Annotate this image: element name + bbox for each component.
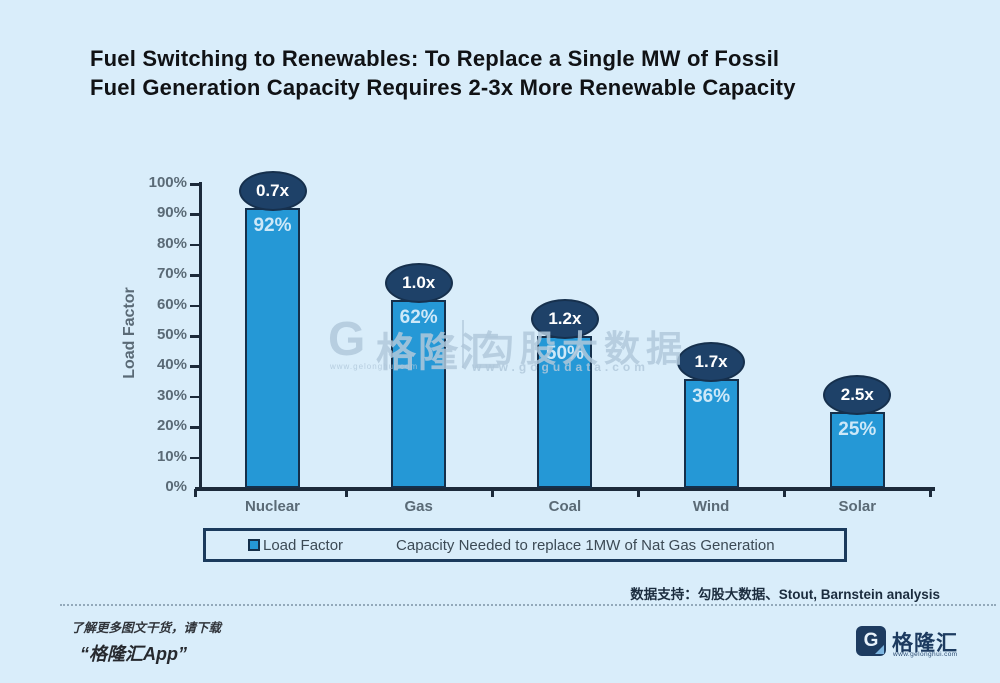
y-axis-tick-label: 0% bbox=[165, 478, 187, 495]
y-axis-tick bbox=[190, 335, 199, 338]
bar-value-label: 62% bbox=[399, 306, 438, 328]
gelonghui-brand-name: 格隆汇 bbox=[892, 632, 958, 655]
y-axis-tick bbox=[190, 243, 199, 247]
y-axis-tick bbox=[190, 426, 199, 429]
y-axis-tick bbox=[190, 274, 199, 277]
capacity-multiplier-bubble: 1.2x bbox=[530, 299, 599, 339]
x-axis-tick bbox=[929, 489, 932, 497]
y-axis-tick-label: 70% bbox=[156, 265, 187, 283]
y-axis-tick-label: 100% bbox=[148, 174, 187, 191]
y-axis-tick bbox=[190, 365, 199, 368]
watermark-divider bbox=[462, 320, 464, 368]
y-axis-tick bbox=[190, 213, 199, 216]
x-axis-category-label: Coal bbox=[548, 498, 582, 515]
chart-legend: Load Factor Capacity Needed to replace 1… bbox=[203, 528, 847, 562]
x-axis-category-label: Nuclear bbox=[244, 498, 301, 515]
chart-title-line2: Fuel Generation Capacity Requires 2-3x M… bbox=[90, 74, 796, 100]
x-axis-category-label: Solar bbox=[838, 498, 877, 515]
y-axis-line bbox=[199, 182, 202, 489]
footer-promo-line2: “格隆汇App” bbox=[80, 644, 187, 664]
bar-value-label: 92% bbox=[253, 215, 292, 237]
x-axis-category-label: Wind bbox=[692, 498, 730, 515]
legend-series-label: Load Factor bbox=[263, 536, 344, 554]
x-axis-tick bbox=[345, 489, 348, 497]
bar-gas: 62% bbox=[391, 299, 447, 488]
data-source-note: 数据支持：勾股大数据、Stout, Barnstein analysis bbox=[630, 587, 940, 602]
watermark-logo-icon: G bbox=[328, 313, 366, 366]
y-axis-tick-label: 60% bbox=[156, 295, 187, 313]
y-axis-tick-label: 10% bbox=[156, 447, 187, 465]
chart-title: Fuel Switching to Renewables: To Replace… bbox=[90, 45, 950, 102]
bar-coal: 50% bbox=[537, 336, 593, 488]
y-axis-tick bbox=[190, 395, 199, 399]
chart-title-line1: Fuel Switching to Renewables: To Replace… bbox=[90, 46, 780, 71]
x-axis-tick bbox=[783, 489, 786, 497]
gelonghui-logo-icon: G bbox=[856, 626, 886, 656]
y-axis-tick bbox=[190, 304, 199, 308]
gelonghui-brand-url: www.gelonghui.com bbox=[893, 651, 958, 658]
capacity-multiplier-bubble: 1.0x bbox=[384, 262, 453, 303]
legend-swatch-icon bbox=[248, 539, 260, 551]
x-axis-tick bbox=[194, 489, 197, 497]
bar-value-label: 36% bbox=[692, 385, 731, 407]
legend-note: Capacity Needed to replace 1MW of Nat Ga… bbox=[396, 536, 775, 554]
bar-solar: 25% bbox=[829, 412, 885, 488]
footer-promo-line1: 了解更多图文干货，请下载 bbox=[71, 621, 222, 635]
x-axis-line bbox=[195, 487, 935, 491]
y-axis-tick bbox=[190, 183, 199, 186]
dotted-divider bbox=[60, 604, 996, 606]
y-axis-tick-label: 40% bbox=[156, 356, 187, 374]
capacity-multiplier-bubble: 1.7x bbox=[677, 341, 746, 382]
x-axis-category-label: Gas bbox=[404, 498, 433, 515]
y-axis-tick bbox=[190, 456, 199, 460]
x-axis-tick bbox=[637, 489, 640, 497]
bar-value-label: 50% bbox=[545, 343, 584, 364]
x-axis-tick bbox=[491, 489, 494, 497]
bar-value-label: 25% bbox=[838, 419, 877, 440]
y-axis-tick-label: 20% bbox=[156, 417, 187, 435]
capacity-multiplier-bubble: 0.7x bbox=[238, 171, 307, 212]
y-axis-tick-label: 90% bbox=[156, 204, 187, 222]
y-axis-tick-label: 50% bbox=[156, 326, 187, 343]
bar-wind: 36% bbox=[683, 378, 739, 488]
y-axis-tick-label: 30% bbox=[156, 386, 187, 404]
capacity-multiplier-bubble: 2.5x bbox=[823, 375, 892, 415]
y-axis-tick-label: 80% bbox=[156, 234, 187, 252]
bar-nuclear: 92% bbox=[245, 208, 300, 488]
